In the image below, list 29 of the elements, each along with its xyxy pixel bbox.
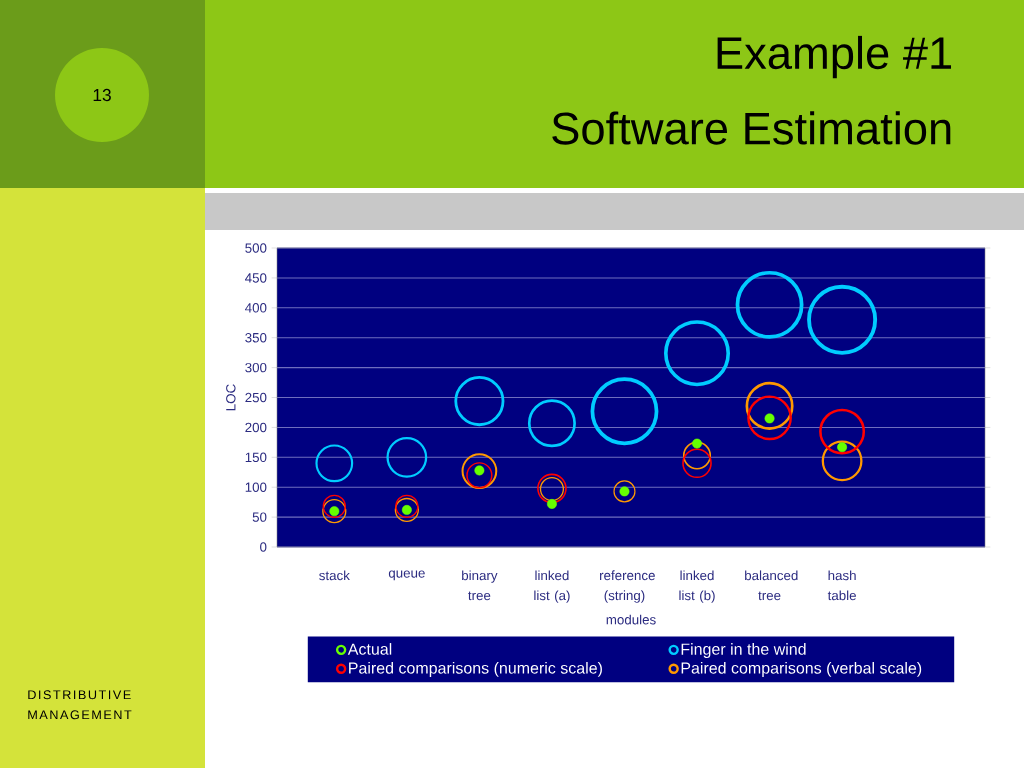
x-tick-label: linked list (b) [679, 570, 715, 603]
chart-title: Example #1 [717, 35, 952, 79]
text: DISTRIBUTIVE MANAGEMENT [28, 690, 132, 720]
x-tick-label: balanced tree [745, 570, 798, 601]
y-tick-label: 200 [245, 422, 267, 433]
legend-label: Actual [347, 643, 392, 655]
y-tick-label: 300 [245, 362, 267, 373]
y-tick-label: 0 [260, 542, 267, 552]
y-axis-title: LOC [226, 384, 236, 411]
y-tick-label: 50 [252, 512, 267, 522]
y-tick-label: 400 [245, 303, 267, 313]
chart-subtitle: Software Estimation [552, 111, 951, 145]
x-tick-label: binary tree [462, 570, 498, 601]
legend-label: Finger in the wind [681, 643, 806, 658]
legend-label: Paired comparisons (numeric scale) [349, 661, 602, 677]
y-tick-label: 150 [245, 452, 267, 463]
y-tick-label: 500 [245, 243, 267, 253]
y-tick-label: 250 [245, 392, 267, 403]
x-tick-label: linked list (a) [534, 570, 570, 603]
y-tick-label: 450 [245, 273, 267, 283]
x-tick-label: stack [319, 570, 350, 581]
x-tick-label: queue [388, 570, 425, 581]
y-tick-label: 350 [245, 333, 267, 343]
x-tick-label: reference (string) [600, 570, 655, 603]
x-tick-label: hash table [827, 570, 856, 601]
legend-label: Paired comparisons (verbal scale) [681, 661, 922, 677]
text: 13 [93, 88, 111, 102]
y-tick-label: 100 [245, 482, 267, 492]
x-axis-title: modules [606, 614, 656, 625]
